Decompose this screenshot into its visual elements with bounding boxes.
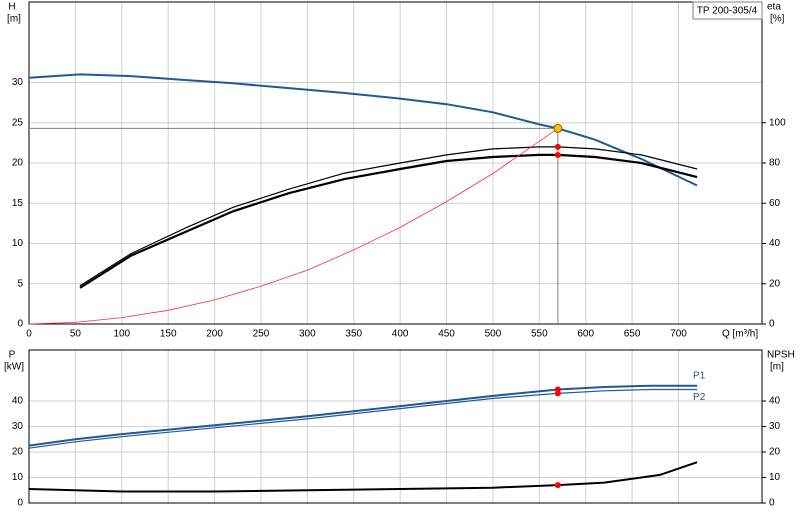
x-tick-label: 600 xyxy=(577,329,594,340)
x-tick-label: 100 xyxy=(113,329,130,340)
y-tick-label: 10 xyxy=(12,238,24,249)
x-tick-label: 500 xyxy=(485,329,502,340)
y-tick-label: 20 xyxy=(12,447,24,458)
x-tick-label: 300 xyxy=(299,329,316,340)
x-tick-label: 550 xyxy=(531,329,548,340)
series-label: P2 xyxy=(693,392,706,403)
y2-tick-label: 10 xyxy=(769,472,781,483)
curve xyxy=(79,153,698,289)
y-tick-label: 5 xyxy=(17,278,23,289)
y-tick-label: 20 xyxy=(12,158,24,169)
curve xyxy=(28,461,698,493)
operating-point xyxy=(554,390,561,397)
y2-axis-label: NPSH xyxy=(767,350,795,361)
curve xyxy=(28,384,698,447)
y-tick-label: 30 xyxy=(12,77,24,88)
y2-axis-label: eta xyxy=(767,2,781,13)
curve xyxy=(28,388,698,449)
y-axis-unit: [m] xyxy=(7,14,21,25)
y2-tick-label: 40 xyxy=(769,396,781,407)
y2-tick-label: 100 xyxy=(769,117,786,128)
y2-tick-label: 60 xyxy=(769,198,781,209)
x-tick-label: 200 xyxy=(206,329,223,340)
x-tick-label: 0 xyxy=(26,329,32,340)
y-axis-label: H xyxy=(8,2,15,13)
x-tick-label: 700 xyxy=(670,329,687,340)
chart-title: TP 200-305/4 xyxy=(697,6,758,17)
curve xyxy=(28,73,698,187)
y2-axis-unit: [%] xyxy=(770,14,785,25)
y-axis-label: P xyxy=(9,350,16,361)
y-axis-unit: [kW] xyxy=(4,362,24,373)
y-tick-label: 15 xyxy=(12,198,24,209)
y2-tick-label: 30 xyxy=(769,421,781,432)
operating-point xyxy=(554,151,561,158)
y2-tick-label: 20 xyxy=(769,278,781,289)
x-tick-label: 50 xyxy=(70,329,82,340)
x-tick-label: 150 xyxy=(160,329,177,340)
operating-point xyxy=(553,123,563,133)
x-axis-label: Q [m³/h] xyxy=(722,329,758,340)
y-tick-label: 0 xyxy=(17,319,23,330)
curve xyxy=(79,146,698,287)
y-tick-label: 10 xyxy=(12,472,24,483)
y2-tick-label: 40 xyxy=(769,238,781,249)
x-tick-label: 650 xyxy=(624,329,641,340)
curve xyxy=(28,128,559,325)
x-tick-label: 450 xyxy=(438,329,455,340)
y2-tick-label: 80 xyxy=(769,158,781,169)
y2-tick-label: 0 xyxy=(769,498,775,509)
y2-tick-label: 20 xyxy=(769,447,781,458)
y-tick-label: 0 xyxy=(17,498,23,509)
title-box xyxy=(692,1,763,20)
operating-point xyxy=(554,482,561,489)
y2-tick-label: 0 xyxy=(769,319,775,330)
x-tick-label: 250 xyxy=(253,329,270,340)
y-tick-label: 40 xyxy=(12,396,24,407)
x-tick-label: 350 xyxy=(345,329,362,340)
plot-frame xyxy=(28,1,763,325)
y-tick-label: 25 xyxy=(12,117,24,128)
y2-axis-unit: [m] xyxy=(770,362,784,373)
plot-frame xyxy=(28,349,763,504)
operating-point xyxy=(554,143,561,150)
x-tick-label: 400 xyxy=(392,329,409,340)
y-tick-label: 30 xyxy=(12,421,24,432)
series-label: P1 xyxy=(693,370,706,381)
